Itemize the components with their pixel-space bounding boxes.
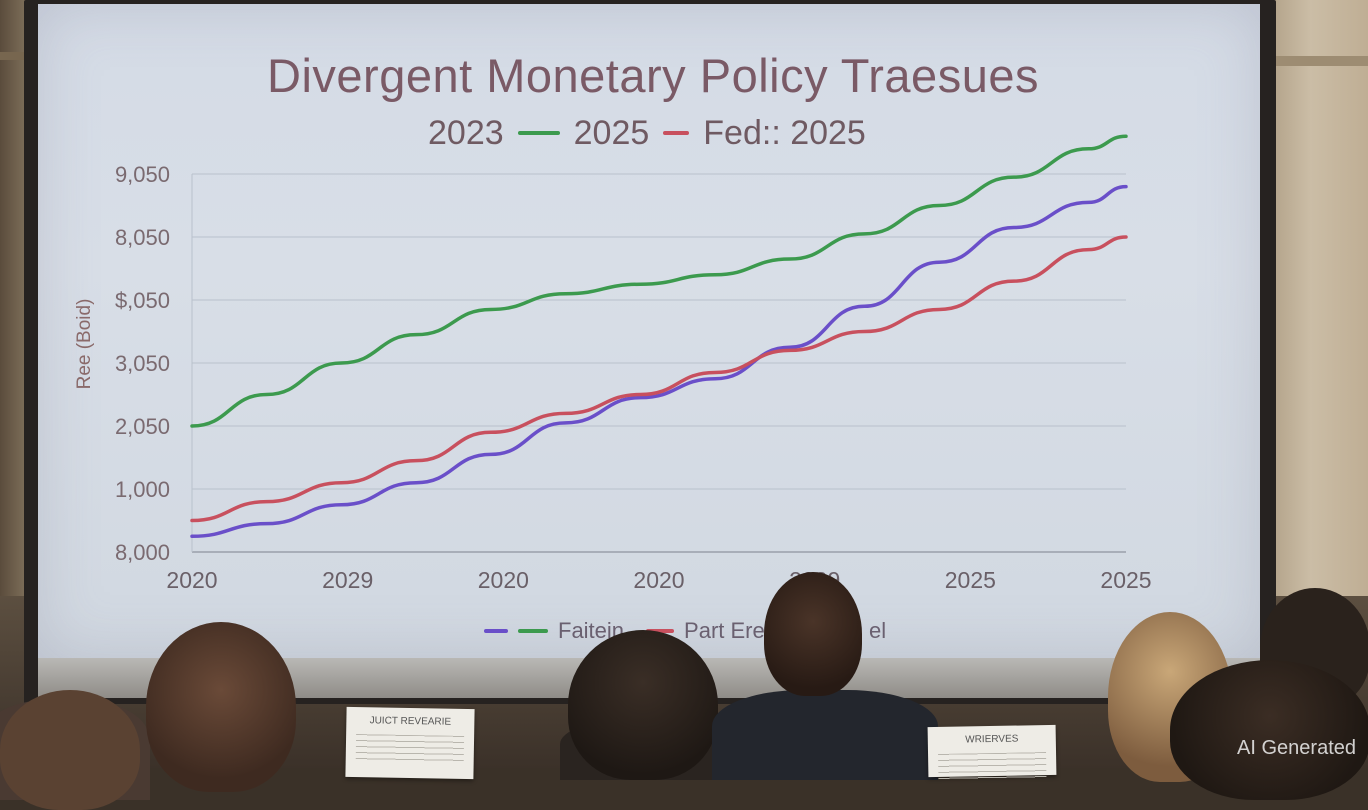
legend-label-2: Part Eree [684, 618, 777, 643]
chart-grid [191, 173, 1126, 553]
y-tick-label: 8,000 [115, 540, 170, 565]
subtitle-middle: 2025 [573, 113, 650, 152]
legend-trailing-text: el [868, 618, 887, 643]
legend-swatch-purple [484, 629, 508, 633]
y-axis-ticks: 8,000 1,000 2,050 3,050 $,050 8,050 9,050 [115, 162, 170, 565]
line-chart: 8,000 1,000 2,050 3,050 $,050 8,050 9,050 2020… [74, 134, 1152, 593]
x-tick-label: 2020 [478, 567, 529, 593]
handout-right: WRIERVES [927, 724, 1057, 780]
audience-person-suit-body [712, 690, 938, 780]
chart-series [190, 134, 1128, 538]
series-line-green [190, 134, 1128, 428]
handout-left-text [355, 734, 465, 762]
subtitle-red-swatch [663, 131, 690, 135]
audience-head-center [568, 630, 718, 780]
series-line-purple [190, 184, 1128, 538]
y-tick-label: 1,000 [115, 477, 170, 502]
handout-left-title: JUICT REVEARIE [369, 715, 452, 728]
x-tick-label: 2025 [945, 567, 996, 593]
chart-title: Divergent Monetary Policy Traesues [267, 49, 1039, 102]
audience-head-suit [764, 572, 862, 696]
audience-head-right-front [1170, 660, 1368, 800]
x-axis-ticks: 2020202920202020202920252025 [166, 567, 1151, 593]
subtitle-right: Fed:: 2025 [703, 113, 866, 152]
y-tick-label: 8,050 [115, 225, 170, 250]
legend-swatch-green [518, 629, 548, 633]
series-line-red [190, 235, 1128, 523]
y-tick-label: 9,050 [115, 162, 170, 187]
ai-generated-watermark: AI Generated [1237, 737, 1356, 759]
wall-rail-left [0, 52, 34, 60]
x-tick-label: 2025 [1100, 567, 1151, 593]
y-axis-label: Ree (Boid) [74, 299, 95, 390]
x-tick-label: 2020 [166, 567, 217, 593]
y-tick-label: 2,050 [115, 414, 170, 439]
handout-left: JUICT REVEARIE [345, 706, 475, 780]
y-tick-label: $,050 [115, 288, 170, 313]
audience-head-brunette [146, 622, 296, 792]
handout-right-title: WRIERVES [965, 733, 1019, 746]
x-tick-label: 2020 [633, 567, 684, 593]
chart-subtitle: 2023 2025 Fed:: 2025 [428, 111, 866, 155]
wall-rail-right [1272, 56, 1368, 66]
x-tick-label: 2029 [322, 567, 373, 593]
subtitle-green-swatch [517, 131, 560, 135]
subtitle-left: 2023 [428, 113, 504, 152]
handout-right-text [938, 752, 1047, 780]
y-tick-label: 3,050 [115, 351, 170, 376]
projection-screen: Divergent Monetary Policy Traesues 2023 … [38, 4, 1260, 658]
audience-head-left-far [0, 690, 140, 810]
